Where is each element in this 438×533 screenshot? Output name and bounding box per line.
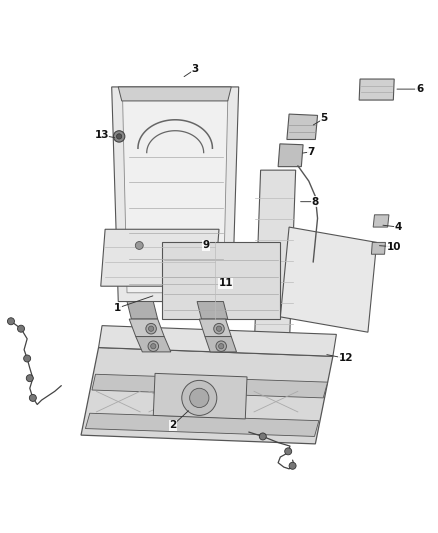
- Polygon shape: [254, 170, 296, 354]
- Circle shape: [216, 326, 222, 332]
- Circle shape: [151, 344, 156, 349]
- Text: 12: 12: [339, 353, 353, 364]
- Circle shape: [182, 381, 217, 415]
- Polygon shape: [162, 243, 280, 319]
- Circle shape: [146, 324, 156, 334]
- Circle shape: [113, 131, 125, 142]
- Circle shape: [259, 433, 266, 440]
- Polygon shape: [359, 79, 394, 100]
- Text: 11: 11: [218, 278, 233, 288]
- Circle shape: [214, 324, 224, 334]
- Polygon shape: [278, 144, 303, 167]
- Text: 4: 4: [395, 222, 402, 232]
- Circle shape: [26, 375, 33, 382]
- Polygon shape: [136, 336, 171, 352]
- Polygon shape: [112, 87, 239, 302]
- Polygon shape: [199, 319, 231, 336]
- Circle shape: [18, 325, 25, 332]
- Polygon shape: [81, 348, 333, 444]
- Circle shape: [216, 341, 226, 351]
- Circle shape: [285, 448, 292, 455]
- Text: 6: 6: [416, 84, 423, 94]
- Text: 9: 9: [202, 240, 209, 251]
- Polygon shape: [92, 374, 328, 398]
- Circle shape: [148, 326, 154, 332]
- Polygon shape: [153, 374, 247, 419]
- Circle shape: [219, 344, 224, 349]
- Polygon shape: [129, 319, 164, 336]
- Circle shape: [7, 318, 14, 325]
- Text: 13: 13: [94, 130, 109, 140]
- Polygon shape: [280, 227, 377, 332]
- Circle shape: [190, 388, 209, 408]
- Text: 5: 5: [321, 114, 328, 124]
- Polygon shape: [123, 100, 228, 293]
- Text: 10: 10: [387, 242, 402, 252]
- Polygon shape: [85, 413, 319, 437]
- Text: 1: 1: [114, 303, 121, 313]
- Circle shape: [29, 394, 36, 401]
- Polygon shape: [99, 326, 336, 356]
- Circle shape: [135, 241, 143, 249]
- Polygon shape: [101, 229, 219, 286]
- Text: 7: 7: [307, 147, 314, 157]
- Polygon shape: [127, 302, 158, 319]
- Text: 2: 2: [170, 420, 177, 430]
- Polygon shape: [371, 243, 385, 254]
- Text: 8: 8: [312, 197, 319, 207]
- Polygon shape: [205, 336, 237, 352]
- Circle shape: [117, 134, 122, 139]
- Circle shape: [289, 462, 296, 469]
- Circle shape: [24, 355, 31, 362]
- Polygon shape: [373, 215, 389, 227]
- Polygon shape: [197, 302, 228, 319]
- Polygon shape: [118, 87, 231, 101]
- Circle shape: [148, 341, 159, 351]
- Polygon shape: [287, 114, 318, 140]
- Text: 3: 3: [191, 64, 198, 75]
